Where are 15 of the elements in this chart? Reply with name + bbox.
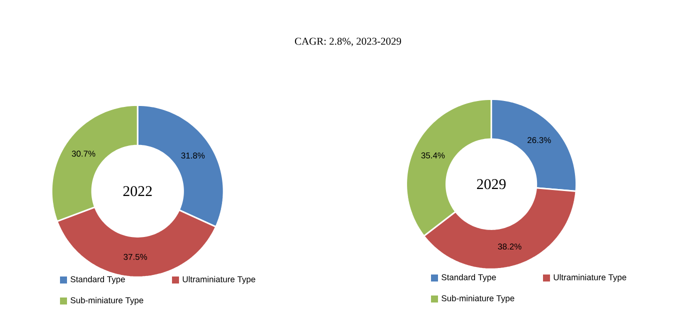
data-label: 37.5% [124,254,148,260]
data-label: 31.8% [181,152,205,159]
legend-label: Sub-miniature Type [70,297,144,305]
data-label: 38.2% [498,244,522,250]
legend-label: Standard Type [70,276,125,284]
legend-label: Ultraminiature Type [182,276,256,284]
text: 2022 [123,186,152,196]
text: CAGR: 2.8%, 2023-2029 [294,38,402,46]
data-label: 35.4% [421,152,445,158]
data-label: 26.3% [528,137,551,144]
legend-label: Standard Type [442,274,496,282]
data-label: 30.7% [72,150,96,157]
legend-label: Ultraminiature Type [554,274,626,282]
text: 2029 [477,179,506,190]
legend-label: Sub-miniature Type [442,295,514,303]
